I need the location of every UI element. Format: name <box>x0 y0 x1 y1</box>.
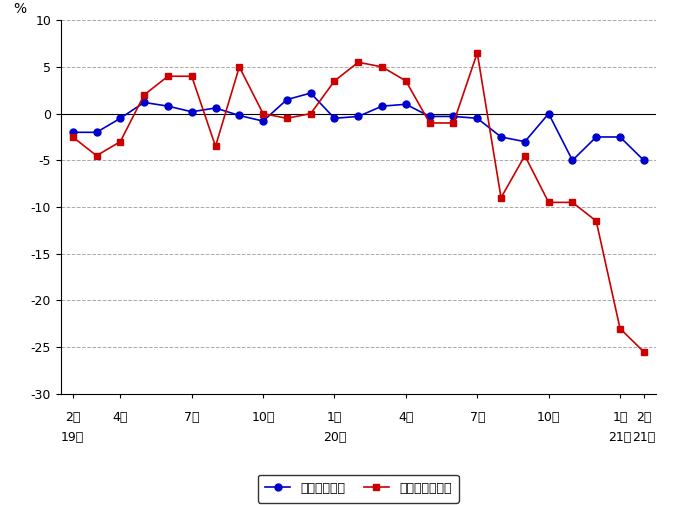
所定外労働時間 <box>140 92 148 98</box>
Line: 総実労働時間: 総実労働時間 <box>69 89 648 164</box>
所定外労働時間 <box>69 134 77 140</box>
総実労働時間 <box>402 102 410 108</box>
Text: 1月: 1月 <box>327 411 342 424</box>
総実労働時間 <box>450 114 458 120</box>
所定外労働時間 <box>569 199 577 206</box>
Text: 2月: 2月 <box>65 411 80 424</box>
総実労働時間 <box>188 109 196 115</box>
総実労働時間 <box>259 118 267 124</box>
総実労働時間 <box>497 134 505 140</box>
所定外労働時間 <box>426 120 434 126</box>
総実労働時間 <box>378 103 386 109</box>
総実労働時間 <box>473 115 481 121</box>
Text: %: % <box>14 3 26 17</box>
総実労働時間 <box>354 114 362 120</box>
総実労働時間 <box>521 139 529 145</box>
所定外労働時間 <box>378 64 386 70</box>
総実労働時間 <box>639 158 648 164</box>
総実労働時間 <box>235 113 243 119</box>
総実労働時間 <box>140 99 148 106</box>
所定外労働時間 <box>521 153 529 159</box>
Legend: 総実労働時間, 所定外労働時間: 総実労働時間, 所定外労働時間 <box>258 475 459 503</box>
総実労働時間 <box>283 96 291 103</box>
所定外労働時間 <box>331 78 339 84</box>
Line: 所定外労働時間: 所定外労働時間 <box>69 49 648 356</box>
総実労働時間 <box>116 115 124 121</box>
総実労働時間 <box>93 129 101 135</box>
総実労働時間 <box>212 105 220 111</box>
所定外労働時間 <box>212 143 220 149</box>
総実労働時間 <box>307 90 315 96</box>
所定外労働時間 <box>497 195 505 201</box>
所定外労働時間 <box>639 349 648 355</box>
所定外労働時間 <box>164 73 172 79</box>
所定外労働時間 <box>283 115 291 121</box>
総実労働時間 <box>69 129 77 135</box>
総実労働時間 <box>545 111 553 117</box>
Text: 21年: 21年 <box>632 431 656 444</box>
Text: 4月: 4月 <box>113 411 128 424</box>
所定外労働時間 <box>616 326 624 332</box>
所定外労働時間 <box>235 64 243 70</box>
所定外労働時間 <box>450 120 458 126</box>
所定外労働時間 <box>307 111 315 117</box>
総実労働時間 <box>592 134 600 140</box>
所定外労働時間 <box>473 50 481 56</box>
Text: 2月: 2月 <box>636 411 652 424</box>
所定外労働時間 <box>116 139 124 145</box>
Text: 10月: 10月 <box>537 411 560 424</box>
所定外労働時間 <box>592 218 600 224</box>
総実労働時間 <box>616 134 624 140</box>
Text: 20年: 20年 <box>323 431 346 444</box>
Text: 21年: 21年 <box>608 431 631 444</box>
所定外労働時間 <box>402 78 410 84</box>
Text: 7月: 7月 <box>184 411 199 424</box>
Text: 10月: 10月 <box>251 411 274 424</box>
Text: 7月: 7月 <box>470 411 485 424</box>
所定外労働時間 <box>188 73 196 79</box>
所定外労働時間 <box>259 111 267 117</box>
所定外労働時間 <box>93 153 101 159</box>
総実労働時間 <box>331 115 339 121</box>
総実労働時間 <box>569 158 577 164</box>
所定外労働時間 <box>545 199 553 206</box>
Text: 1月: 1月 <box>612 411 628 424</box>
総実労働時間 <box>426 114 434 120</box>
Text: 19年: 19年 <box>61 431 84 444</box>
総実労働時間 <box>164 103 172 109</box>
所定外労働時間 <box>354 59 362 65</box>
Text: 4月: 4月 <box>398 411 414 424</box>
